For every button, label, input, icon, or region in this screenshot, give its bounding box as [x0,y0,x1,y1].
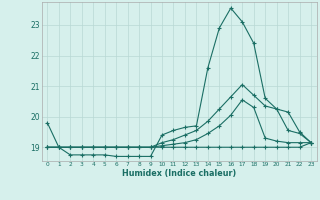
X-axis label: Humidex (Indice chaleur): Humidex (Indice chaleur) [122,169,236,178]
